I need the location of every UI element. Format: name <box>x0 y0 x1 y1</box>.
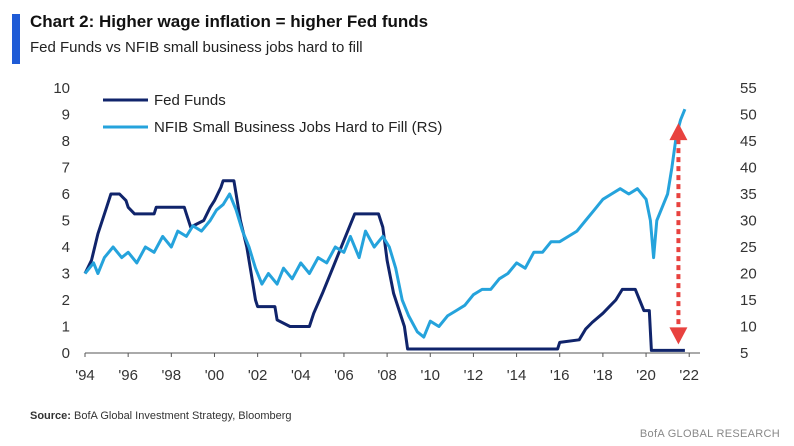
y-left-tick-label: 1 <box>62 319 70 336</box>
x-tick-label: '16 <box>550 367 570 384</box>
annotation-arrowhead-down <box>669 327 688 345</box>
y-right-tick-label: 10 <box>740 319 757 336</box>
y-left-tick-label: 9 <box>62 107 70 124</box>
y-left-tick-label: 7 <box>62 160 70 177</box>
branding: BofA GLOBAL RESEARCH <box>639 428 780 440</box>
x-tick-label: '98 <box>162 367 182 384</box>
x-tick-label: '00 <box>205 367 225 384</box>
chart-title: Chart 2: Higher wage inflation = higher … <box>30 12 429 31</box>
y-right-tick-label: 45 <box>740 133 757 150</box>
y-right-tick-label: 40 <box>740 160 757 177</box>
y-right-tick-label: 30 <box>740 213 757 230</box>
y-left-tick-label: 5 <box>62 213 70 230</box>
chart-subtitle: Fed Funds vs NFIB small business jobs ha… <box>30 39 363 56</box>
x-tick-label: '10 <box>420 367 440 384</box>
y-left-tick-label: 8 <box>62 133 70 150</box>
y-left-tick-label: 0 <box>62 345 70 362</box>
y-right-tick-label: 50 <box>740 107 757 124</box>
source-label: Source: <box>30 410 71 422</box>
y-right-tick-label: 20 <box>740 266 757 283</box>
x-tick-label: '20 <box>636 367 656 384</box>
legend-label: Fed Funds <box>154 92 226 109</box>
x-tick-label: '02 <box>248 367 268 384</box>
y-left-tick-label: 10 <box>53 80 70 97</box>
y-right-tick-label: 5 <box>740 345 748 362</box>
y-left-tick-label: 3 <box>62 266 70 283</box>
source-note: Source: BofA Global Investment Strategy,… <box>30 410 292 422</box>
y-left-tick-label: 2 <box>62 292 70 309</box>
fed-funds-line <box>83 179 685 352</box>
y-right-tick-label: 15 <box>740 292 757 309</box>
x-tick-label: '06 <box>334 367 354 384</box>
x-tick-label: '96 <box>118 367 138 384</box>
x-tick-label: '14 <box>507 367 527 384</box>
x-tick-label: '12 <box>464 367 484 384</box>
y-left-tick-label: 4 <box>62 239 70 256</box>
x-tick-label: '04 <box>291 367 311 384</box>
title-accent-bar <box>12 14 20 64</box>
x-tick-label: '18 <box>593 367 613 384</box>
y-right-tick-label: 55 <box>740 80 757 97</box>
legend-label: NFIB Small Business Jobs Hard to Fill (R… <box>154 119 442 136</box>
y-right-tick-label: 25 <box>740 239 757 256</box>
annotation-arrowhead-up <box>669 123 688 141</box>
x-tick-label: '22 <box>679 367 699 384</box>
nfib-jobs-hard-to-fill-line <box>83 108 687 339</box>
y-right-tick-label: 35 <box>740 186 757 203</box>
source-text: BofA Global Investment Strategy, Bloombe… <box>74 410 292 422</box>
x-tick-label: '94 <box>75 367 95 384</box>
y-left-tick-label: 6 <box>62 186 70 203</box>
x-tick-label: '08 <box>377 367 397 384</box>
